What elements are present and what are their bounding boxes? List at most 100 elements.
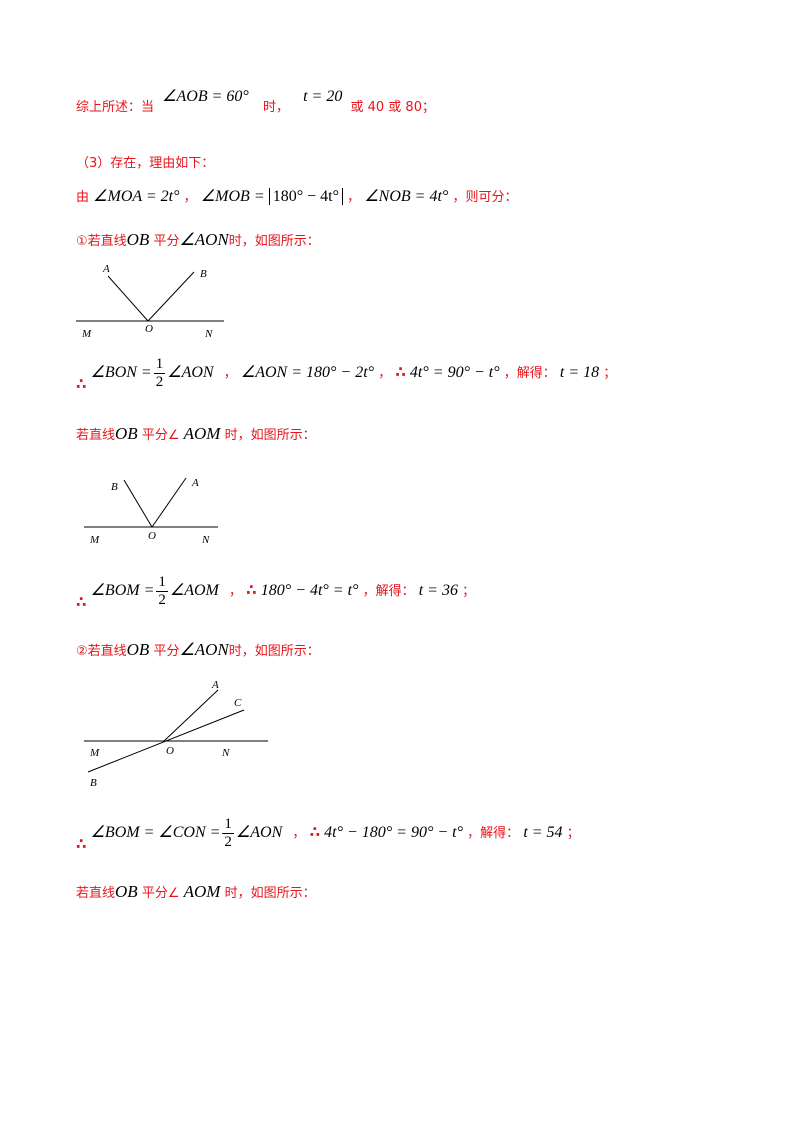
fraction-num: 1 — [153, 356, 166, 374]
figure-3-label-b: B — [90, 777, 97, 789]
case1a-equation: ∴ ∠BON = 1 2 ∠AON ， ∠AON = 180° − 2t° ， ∴ 4… — [76, 356, 617, 393]
summary-suffix: 或 40 或 80； — [350, 100, 435, 115]
therefore-symbol: ∴ — [246, 581, 257, 599]
figure-3-label-c: C — [234, 697, 242, 709]
case1a-comma-2: ， — [378, 366, 392, 381]
figure-2-label-n: N — [201, 534, 210, 546]
therefore-symbol: ∴ — [395, 363, 406, 381]
summary-expr2: t = 20 — [303, 88, 343, 105]
givens-tail: ，则可分： — [452, 190, 518, 205]
figure-3-label-m: M — [89, 747, 100, 759]
fraction-den: 2 — [155, 374, 164, 390]
case2b-mid: 平分∠ — [137, 886, 184, 901]
therefore-symbol: ∴ — [76, 375, 87, 393]
figure-3-label-a: A — [211, 679, 219, 691]
figure-3-label-o: O — [166, 745, 174, 757]
sep-1: ， — [183, 190, 197, 205]
case1a-end: ； — [603, 366, 617, 381]
figure-1-label-a: A — [102, 263, 110, 275]
case2b-label-pre: 若直线 — [76, 886, 116, 901]
case2a-equation: ∴ ∠BOM = ∠CON = 1 2 ∠AON ， ∴ 4t° − 180° = 9… — [76, 816, 580, 853]
case2a-eq2: 4t° − 180° = 90° − t° — [324, 824, 464, 841]
figure-2-label-a: A — [191, 477, 199, 489]
fraction-den: 2 — [158, 592, 166, 608]
case1b-angle: AOM — [183, 424, 221, 443]
case1a-eq-right: ∠AON — [167, 364, 214, 381]
case2a-answer: t = 54 — [523, 824, 563, 841]
case1a-ob: OB — [126, 230, 150, 249]
summary-when: 时， — [262, 100, 289, 115]
given-nob: ∠NOB = 4t° — [364, 188, 449, 205]
case2a-label: ②若直线OB 平分∠AON时，如图所示： — [76, 640, 320, 660]
figure-3: A C M O N B — [84, 679, 268, 789]
fraction-num: 1 — [156, 574, 168, 592]
summary-expr1: ∠AOB = 60° — [162, 88, 249, 105]
case1b-comma: ， — [229, 584, 243, 599]
case1a-label: ①若直线OB 平分∠AON时，如图所示： — [76, 230, 320, 250]
case2b-label-post: 时，如图所示： — [220, 886, 316, 901]
case2b-ob: OB — [115, 882, 138, 901]
case1b-label-pre: 若直线 — [76, 428, 116, 443]
figure-1-label-o: O — [145, 323, 153, 335]
fraction-den: 2 — [224, 834, 232, 850]
figure-1-label-m: M — [81, 328, 92, 340]
case2a-label-pre: ②若直线 — [76, 644, 127, 659]
part3-heading: （3）存在，理由如下： — [76, 156, 215, 171]
figure-1-ray-oa — [107, 275, 149, 322]
case2a-eq-right: ∠AON — [235, 824, 283, 841]
case1a-solve: ，解得： — [503, 366, 556, 381]
figure-3-ray-oa — [163, 689, 219, 742]
case2a-solve: ，解得： — [467, 826, 520, 841]
given-mob-left: ∠MOB = — [200, 188, 265, 205]
case1a-comma-1: ， — [223, 366, 237, 381]
case1b-eq2: 180° − 4t° = t° — [260, 582, 359, 599]
fraction-num: 1 — [222, 816, 234, 834]
figure-1-label-n: N — [204, 328, 213, 340]
figure-2-label-b: B — [111, 481, 118, 493]
case2a-label-post: 时，如图所示： — [228, 644, 320, 659]
case2b-label: 若直线OB 平分∠ AOM 时，如图所示： — [76, 882, 316, 902]
sep-2: ， — [347, 190, 361, 205]
figure-2-label-o: O — [148, 530, 156, 542]
figure-2-ray-oa — [151, 477, 187, 528]
case1a-eq-left: ∠BON = — [90, 364, 152, 381]
case2a-angle: ∠AON — [179, 640, 229, 659]
case1a-label-post: 时，如图所示： — [228, 234, 320, 249]
case1a-label-pre: ①若直线 — [76, 234, 127, 249]
summary-line: 综上所述：当 ∠AOB = 60° 时， t = 20 或 40 或 80； — [76, 88, 435, 116]
case1a-mid: 平分 — [149, 234, 180, 249]
case2a-mid: 平分 — [149, 644, 180, 659]
therefore-symbol: ∴ — [76, 835, 87, 853]
case1a-eq3: 4t° = 90° − t° — [409, 364, 500, 381]
case1b-ob: OB — [115, 424, 138, 443]
case1b-solve: ，解得： — [362, 584, 415, 599]
therefore-symbol: ∴ — [309, 823, 320, 841]
case1b-equation: ∴ ∠BOM = 1 2 ∠AOM ， ∴ 180° − 4t° = t° ，解得： … — [76, 574, 476, 611]
from-label: 由 — [76, 190, 90, 205]
case1b-mid: 平分∠ — [137, 428, 184, 443]
case1b-end: ； — [462, 584, 476, 599]
case1b-eq-left: ∠BOM = — [90, 582, 155, 599]
case1a-eq2: ∠AON = 180° − 2t° — [240, 364, 375, 381]
figure-3-label-n: N — [221, 747, 230, 759]
case1b-label-post: 时，如图所示： — [220, 428, 316, 443]
case1b-eq-right: ∠AOM — [169, 582, 219, 599]
case1b-answer: t = 36 — [418, 582, 458, 599]
case1a-answer: t = 18 — [559, 364, 600, 381]
figure-1-ray-ob — [147, 271, 195, 322]
case2a-eq-left: ∠BOM = ∠CON = — [90, 824, 221, 841]
part3-givens: 由 ∠MOA = 2t° ， ∠MOB = 180° − 4t° ， ∠NOB … — [76, 186, 517, 206]
case2a-ob: OB — [126, 640, 150, 659]
case2a-end: ； — [566, 826, 580, 841]
given-mob-abs: 180° − 4t° — [268, 188, 344, 205]
given-moa: ∠MOA = 2t° — [93, 188, 180, 205]
case1b-label: 若直线OB 平分∠ AOM 时，如图所示： — [76, 424, 316, 444]
figure-2-label-m: M — [89, 534, 100, 546]
case2a-comma: ， — [292, 826, 306, 841]
therefore-symbol: ∴ — [76, 593, 87, 611]
figure-1-label-b: B — [200, 268, 207, 280]
summary-prefix: 综上所述：当 — [76, 100, 155, 115]
case1a-angle: ∠AON — [179, 230, 229, 249]
